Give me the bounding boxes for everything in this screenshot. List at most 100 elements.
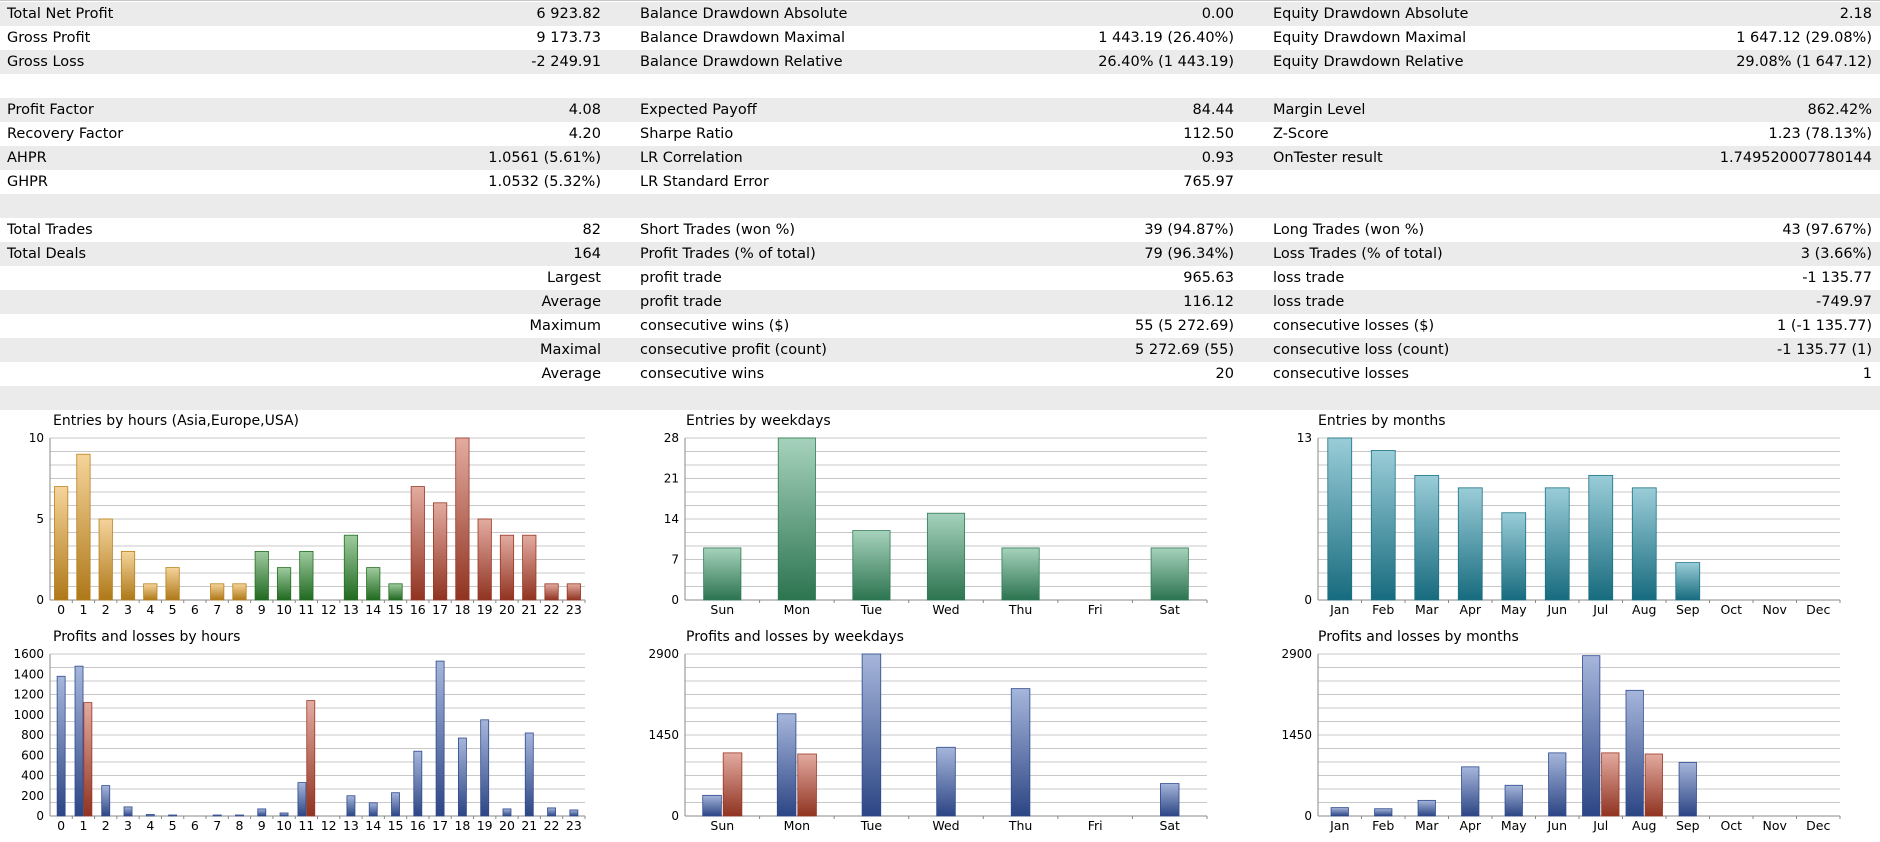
stat-value-1: 4.08 xyxy=(568,102,601,118)
x-tick-label: Dec xyxy=(1806,818,1830,833)
x-tick-label: Sat xyxy=(1159,818,1180,833)
profit-bar xyxy=(413,750,423,817)
x-tick-label: 8 xyxy=(236,602,244,617)
profit-bar xyxy=(101,785,111,817)
stats-row: AHPR 1.0561 (5.61%) LR Correlation 0.93 OnTe… xyxy=(0,146,1880,170)
stat-value-2: 116.12 xyxy=(1183,294,1234,310)
stat-label-1: Gross Profit xyxy=(7,30,91,46)
profit-bar xyxy=(145,814,155,817)
x-tick-label: 0 xyxy=(57,602,65,617)
x-tick-label: 21 xyxy=(521,602,537,617)
stat-value-2: 39 (94.87%) xyxy=(1144,222,1234,238)
y-tick-label: 0 xyxy=(671,593,679,607)
stat-value-2: 79 (96.34%) xyxy=(1144,246,1234,262)
y-tick-label: 0 xyxy=(36,593,44,607)
bar xyxy=(566,583,581,601)
x-tick-label: 19 xyxy=(477,818,493,833)
stat-label-3: consecutive losses ($) xyxy=(1273,318,1435,334)
profit-bar xyxy=(297,782,307,817)
bar xyxy=(1414,474,1440,601)
stat-value-3: 3 (3.66%) xyxy=(1800,246,1872,262)
x-tick-label: 7 xyxy=(213,818,221,833)
x-tick-label: 12 xyxy=(321,818,337,833)
stat-value-3: -1 135.77 (1) xyxy=(1777,342,1872,358)
x-tick-label: Dec xyxy=(1806,602,1830,617)
y-tick-label: 1400 xyxy=(13,667,44,681)
bar xyxy=(388,583,403,601)
profit-bar xyxy=(1548,752,1567,817)
stat-label-1: AHPR xyxy=(7,150,47,166)
profit-bar xyxy=(1461,766,1480,817)
y-tick-label: 0 xyxy=(36,809,44,823)
profit-bar xyxy=(257,808,267,817)
x-tick-label: 14 xyxy=(365,818,381,833)
profit-bar xyxy=(1625,689,1644,817)
stat-value-3: 43 (97.67%) xyxy=(1782,222,1872,238)
loss-bar xyxy=(1644,753,1663,817)
x-tick-label: Jun xyxy=(1546,818,1567,833)
stats-row: Maximal consecutive profit (count) 5 272.6… xyxy=(0,338,1880,362)
profit-bar xyxy=(346,795,356,817)
x-tick-label: 11 xyxy=(298,818,314,833)
x-tick-label: Jan xyxy=(1329,602,1349,617)
stat-value-2: 112.50 xyxy=(1183,126,1234,142)
stat-value-3: 1 (-1 135.77) xyxy=(1777,318,1872,334)
stat-label-3: Z-Score xyxy=(1273,126,1329,142)
stats-row: Gross Profit 9 173.73 Balance Drawdown Max… xyxy=(0,26,1880,50)
profit-bar xyxy=(480,719,490,817)
y-tick-label: 2900 xyxy=(1281,647,1312,661)
x-tick-label: 1 xyxy=(79,602,87,617)
x-tick-label: Sun xyxy=(710,602,734,617)
x-tick-label: Feb xyxy=(1372,602,1394,617)
stats-row: Maximum consecutive wins ($) 55 (5 272.69)… xyxy=(0,314,1880,338)
x-tick-label: Jul xyxy=(1592,818,1608,833)
bar xyxy=(1150,547,1189,601)
x-tick-label: Oct xyxy=(1720,602,1742,617)
stats-row: Total Trades 82 Short Trades (won %) 39 (94… xyxy=(0,218,1880,242)
bar xyxy=(522,534,537,601)
profit-bar xyxy=(279,812,289,817)
stat-value-1: 164 xyxy=(573,246,601,262)
profit-bar xyxy=(368,802,378,817)
bar xyxy=(926,512,966,601)
y-tick-label: 21 xyxy=(664,472,679,486)
chart-title: Profits and losses by hours xyxy=(53,629,240,645)
y-tick-label: 14 xyxy=(664,512,679,526)
stat-value-2: 1 443.19 (26.40%) xyxy=(1098,30,1234,46)
y-tick-label: 0 xyxy=(671,809,679,823)
x-tick-label: 15 xyxy=(388,818,404,833)
stat-value-2: 965.63 xyxy=(1183,270,1234,286)
x-tick-label: Apr xyxy=(1459,818,1481,833)
stat-value-3: 2.18 xyxy=(1839,6,1872,22)
stat-value-1: Average xyxy=(541,294,601,310)
loss-bar xyxy=(1601,752,1620,817)
x-tick-label: Aug xyxy=(1632,818,1656,833)
stat-value-1: -2 249.91 xyxy=(531,54,601,70)
y-tick-label: 1000 xyxy=(13,708,44,722)
x-tick-label: 18 xyxy=(454,818,470,833)
stat-value-3: 29.08% (1 647.12) xyxy=(1736,54,1872,70)
x-tick-label: Jun xyxy=(1546,602,1567,617)
profit-bar xyxy=(1678,761,1697,817)
y-tick-label: 800 xyxy=(21,728,44,742)
profit-bar xyxy=(1582,655,1601,817)
x-tick-label: 6 xyxy=(191,602,199,617)
stat-label-2: LR Correlation xyxy=(640,150,743,166)
chart-title: Profits and losses by months xyxy=(1318,629,1519,645)
stats-row: Gross Loss -2 249.91 Balance Drawdown Rela… xyxy=(0,50,1880,74)
x-tick-label: 2 xyxy=(102,818,110,833)
y-tick-label: 1450 xyxy=(648,728,679,742)
stat-value-3: 1.749520007780144 xyxy=(1719,150,1872,166)
x-tick-label: 23 xyxy=(566,818,582,833)
x-tick-label: 1 xyxy=(79,818,87,833)
bar xyxy=(1370,450,1396,601)
x-tick-label: 4 xyxy=(146,602,154,617)
stat-label-1: Total Deals xyxy=(7,246,87,262)
stat-value-2: 765.97 xyxy=(1183,174,1234,190)
y-tick-label: 10 xyxy=(29,431,44,445)
stat-label-2: Balance Drawdown Absolute xyxy=(640,6,848,22)
x-tick-label: May xyxy=(1501,602,1527,617)
stat-label-1: Total Net Profit xyxy=(7,6,114,22)
stat-value-3: -749.97 xyxy=(1816,294,1872,310)
